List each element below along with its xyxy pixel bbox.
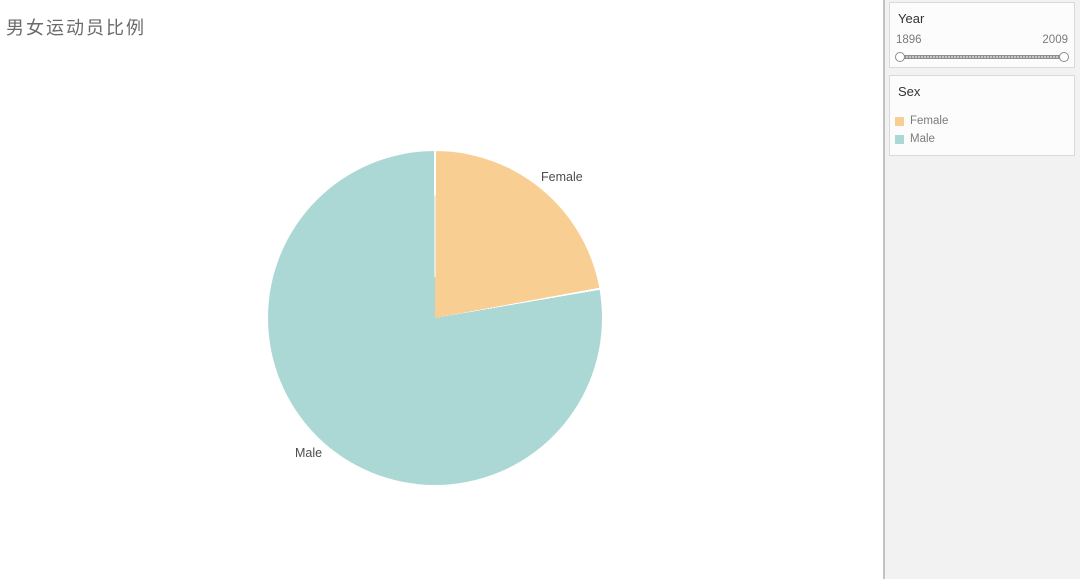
slider-handle-min[interactable] [895,52,905,62]
year-filter-card: Year 1896 2009 [889,2,1075,68]
sex-legend-card: Sex Female Male [889,75,1075,156]
year-range-slider[interactable] [895,52,1069,63]
legend-item-female[interactable]: Female [895,112,1074,130]
female-color-swatch [895,116,904,126]
pie-slice-label-male: Male [295,446,323,460]
year-range-min: 1896 [896,34,922,46]
male-color-swatch [895,134,904,144]
slider-track[interactable] [899,55,1065,59]
legend-rows: Female Male [890,99,1074,148]
legend-item-label: Male [910,133,935,145]
year-range-values: 1896 2009 [890,26,1074,46]
pie-slice-label-female: Female [541,170,583,184]
sheet-title: 男女运动员比例 [6,18,146,38]
worksheet-canvas: 男女运动员比例 Female Male [6,18,602,485]
sidebar: Year 1896 2009 Sex Female Male [883,0,1080,579]
year-range-max: 2009 [1042,34,1068,46]
slider-handle-max[interactable] [1059,52,1069,62]
legend-item-male[interactable]: Male [895,130,1074,148]
legend-item-label: Female [910,115,949,127]
sex-legend-title: Sex [898,84,921,99]
year-filter-title: Year [898,11,925,26]
pie-chart[interactable] [268,151,602,485]
